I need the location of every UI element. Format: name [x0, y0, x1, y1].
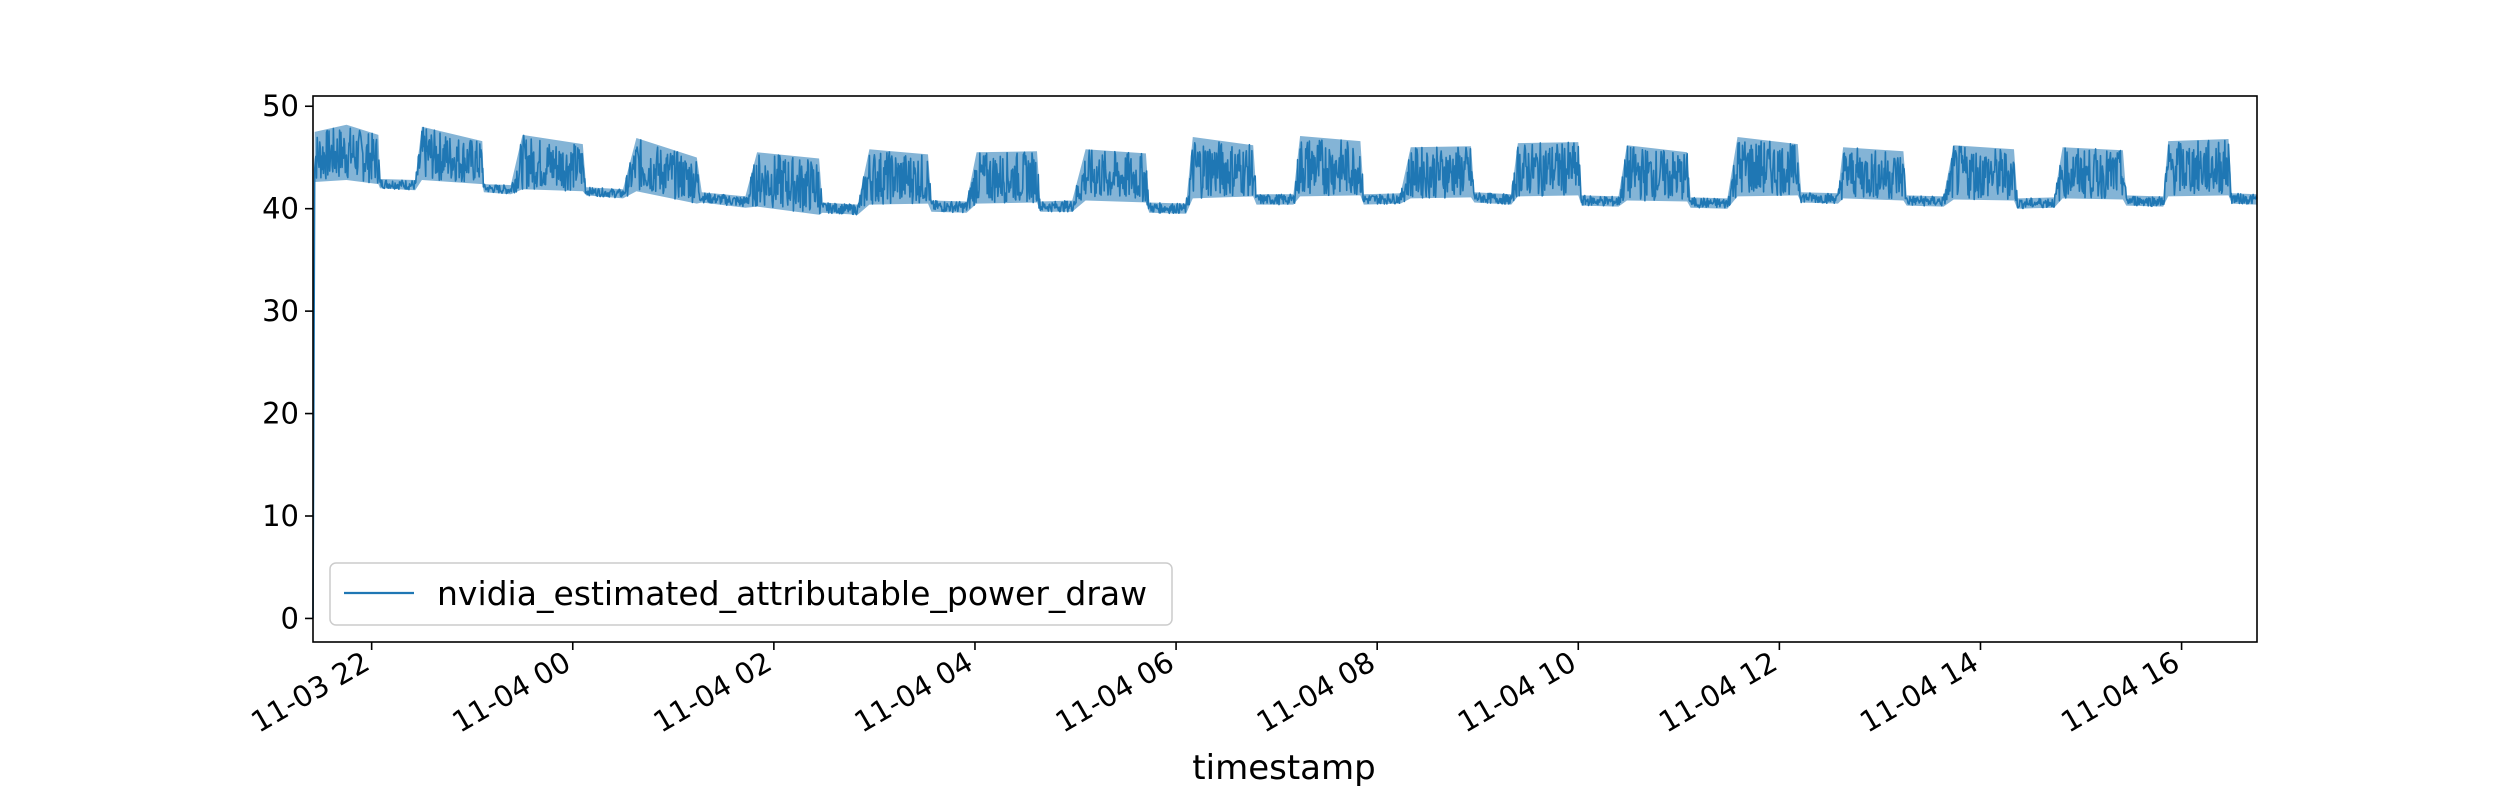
y-tick-label: 10 [262, 499, 299, 533]
legend: nvidia_estimated_attributable_power_draw [329, 562, 1173, 626]
series-0 [312, 124, 2258, 619]
plot-frame [312, 95, 2258, 643]
y-tick-label: 30 [262, 294, 299, 328]
legend-box [329, 562, 1173, 626]
x-axis-title: timestamp [1192, 748, 1375, 788]
y-tick-label: 0 [281, 601, 299, 635]
y-tick-label: 20 [262, 397, 299, 431]
y-axis: 0 10 20 30 40 50 [262, 89, 313, 635]
plot-area [312, 124, 2258, 619]
series-line [312, 126, 2258, 619]
y-tick-label: 50 [262, 89, 299, 123]
y-tick-label: 40 [262, 192, 299, 226]
legend-label: nvidia_estimated_attributable_power_draw [437, 574, 1147, 613]
